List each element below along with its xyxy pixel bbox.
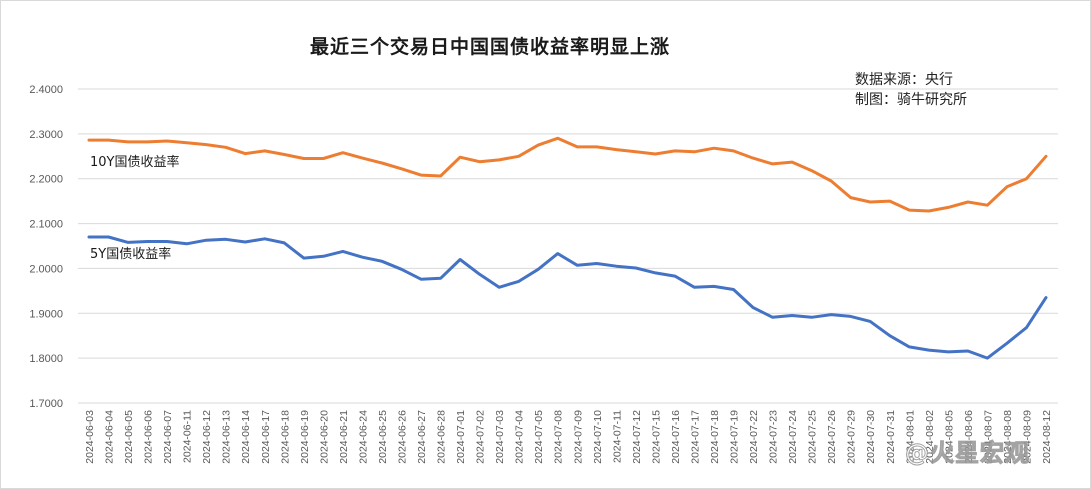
chart-title: 最近三个交易日中国国债收益率明显上涨 [309, 36, 670, 58]
x-tick-label: 2024-08-06 [963, 410, 975, 464]
x-tick-label: 2024-07-09 [572, 410, 584, 464]
x-tick-label: 2024-08-08 [1002, 410, 1014, 464]
x-tick-label: 2024-07-08 [553, 410, 565, 464]
x-tick-label: 2024-06-18 [279, 410, 291, 464]
x-tick-label: 2024-07-17 [689, 410, 701, 464]
x-tick-label: 2024-08-02 [924, 410, 936, 464]
x-tick-label: 2024-07-03 [494, 410, 506, 464]
x-tick-label: 2024-06-14 [240, 410, 252, 464]
series-line-10y [87, 136, 1048, 213]
x-axis: 2024-06-03 2024-06-04 2024-06-05 2024-06-06… [84, 410, 1053, 464]
x-tick-label: 2024-07-10 [592, 410, 604, 464]
x-tick-label: 2024-06-12 [201, 410, 213, 464]
x-tick-label: 2024-07-30 [865, 410, 877, 464]
x-tick-label: 2024-07-02 [475, 410, 487, 464]
x-tick-label: 2024-06-24 [357, 410, 369, 464]
x-tick-label: 2024-06-25 [377, 410, 389, 464]
watermark: @火星宏观 [905, 439, 1030, 468]
x-tick-label: 2024-07-24 [787, 410, 799, 464]
x-tick-label: 2024-07-29 [846, 410, 858, 464]
x-tick-label: 2024-06-17 [260, 410, 272, 464]
x-tick-label: 2024-08-09 [1021, 410, 1033, 464]
x-tick-label: 2024-07-16 [670, 410, 682, 464]
x-tick-label: 2024-06-13 [221, 410, 233, 464]
chart-author: 制图：骑牛研究所 [855, 92, 967, 108]
x-tick-label: 2024-06-11 [182, 410, 194, 463]
data-source: 数据来源：央行 [855, 72, 953, 88]
x-tick-label: 2024-07-22 [748, 410, 760, 464]
y-tick-label: 2.4000 [29, 84, 63, 96]
x-tick-label: 2024-06-04 [104, 410, 116, 464]
x-tick-label: 2024-06-05 [123, 410, 135, 464]
y-tick-label: 2.0000 [29, 263, 63, 275]
x-tick-label: 2024-07-26 [826, 410, 838, 464]
y-tick-label: 1.7000 [29, 398, 63, 410]
x-tick-label: 2024-06-07 [162, 410, 174, 464]
y-tick-label: 2.3000 [29, 129, 63, 141]
x-tick-label: 2024-06-06 [143, 410, 155, 464]
x-tick-label: 2024-07-01 [455, 410, 467, 464]
x-tick-label: 2024-07-19 [729, 410, 741, 464]
x-tick-label: 2024-07-18 [709, 410, 721, 464]
x-tick-label: 2024-08-12 [1041, 410, 1053, 464]
x-tick-label: 2024-06-19 [299, 410, 311, 464]
series-line-5y [87, 235, 1048, 360]
series-label-5y: 5Y国债收益率 [90, 246, 171, 262]
y-tick-label: 1.8000 [29, 353, 63, 365]
x-tick-label: 2024-06-20 [318, 410, 330, 464]
x-tick-label: 2024-06-27 [416, 410, 428, 464]
x-tick-label: 2024-06-21 [338, 410, 350, 464]
x-tick-label: 2024-07-23 [768, 410, 780, 464]
x-tick-label: 2024-06-26 [396, 410, 408, 464]
x-tick-label: 2024-08-05 [943, 410, 955, 464]
x-tick-label: 2024-07-12 [631, 410, 643, 464]
series-label-10y: 10Y国债收益率 [90, 154, 179, 170]
x-tick-label: 2024-06-28 [436, 410, 448, 464]
x-tick-label: 2024-07-05 [533, 410, 545, 464]
x-tick-label: 2024-06-03 [84, 410, 96, 464]
x-tick-label: 2024-07-04 [514, 410, 526, 464]
x-tick-label: 2024-07-15 [650, 410, 662, 464]
x-tick-label: 2024-07-31 [885, 410, 897, 464]
y-tick-label: 2.1000 [29, 219, 63, 231]
y-axis: 2.4000 2.3000 2.2000 2.1000 2.0000 1.9000 1.80… [29, 84, 63, 410]
y-tick-label: 2.2000 [29, 174, 63, 186]
x-tick-label: 2024-08-01 [904, 410, 916, 464]
x-tick-label: 2024-07-25 [807, 410, 819, 464]
gridlines [78, 88, 1058, 404]
x-tick-label: 2024-08-07 [982, 410, 994, 464]
series-lines [87, 136, 1048, 360]
source-note: 数据来源：央行 制图：骑牛研究所 [855, 70, 967, 110]
y-tick-label: 1.9000 [29, 308, 63, 320]
x-tick-label: 2024-07-11 [611, 410, 623, 463]
